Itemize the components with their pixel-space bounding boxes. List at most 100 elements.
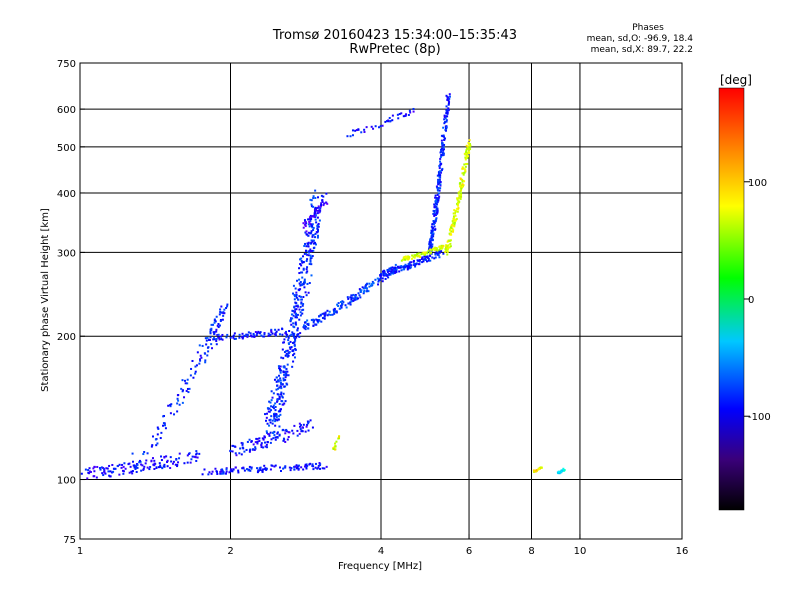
data-point — [464, 153, 467, 156]
data-point — [399, 265, 402, 268]
data-point — [228, 471, 231, 474]
data-point — [204, 361, 207, 364]
data-point — [252, 332, 255, 335]
data-point — [347, 302, 350, 305]
data-point — [299, 258, 302, 261]
data-point — [312, 242, 315, 245]
data-point — [287, 374, 290, 377]
data-point — [189, 374, 192, 377]
data-point — [434, 228, 437, 231]
data-point — [190, 367, 193, 370]
data-point — [132, 460, 135, 463]
data-point — [248, 449, 251, 452]
x-tick-label: 4 — [378, 546, 384, 557]
data-point — [295, 464, 298, 467]
data-point — [335, 440, 338, 443]
data-point — [337, 302, 340, 305]
data-point — [312, 234, 315, 237]
data-point — [417, 263, 420, 266]
data-point — [394, 263, 397, 266]
data-point — [283, 351, 286, 354]
data-point — [310, 263, 313, 266]
data-point — [310, 199, 313, 202]
data-point — [287, 339, 290, 342]
data-point — [198, 452, 201, 455]
data-point — [166, 465, 169, 468]
data-point — [452, 224, 455, 227]
data-point — [314, 466, 317, 469]
data-point — [435, 197, 438, 200]
data-point — [362, 291, 365, 294]
data-point — [215, 337, 218, 340]
data-point — [314, 189, 317, 192]
data-point — [88, 467, 91, 470]
data-point — [187, 391, 190, 394]
data-point — [296, 279, 299, 282]
data-point — [409, 264, 412, 267]
data-point — [440, 171, 443, 174]
data-point — [112, 470, 115, 473]
data-point — [189, 461, 192, 464]
data-point — [307, 223, 310, 226]
data-point — [434, 194, 437, 197]
data-point — [317, 222, 320, 225]
data-point — [133, 464, 136, 467]
x-tick-label: 10 — [574, 546, 587, 557]
data-point — [319, 467, 322, 470]
data-point — [314, 214, 317, 217]
data-point — [449, 239, 452, 242]
data-point — [439, 174, 442, 177]
data-point — [195, 364, 198, 367]
data-point — [359, 290, 362, 293]
data-point — [388, 273, 391, 276]
data-point — [465, 152, 468, 155]
data-point — [138, 459, 141, 462]
data-point — [448, 97, 451, 100]
data-point — [414, 265, 417, 268]
data-point — [310, 224, 313, 227]
data-point — [332, 447, 335, 450]
data-point — [279, 470, 282, 473]
data-point — [296, 434, 299, 437]
data-point — [441, 145, 444, 148]
data-point — [363, 131, 366, 134]
data-point — [218, 338, 221, 341]
data-point — [301, 312, 304, 315]
data-point — [268, 407, 271, 410]
data-point — [314, 243, 317, 246]
data-point — [298, 289, 301, 292]
data-point — [253, 448, 256, 451]
data-point — [299, 284, 302, 287]
data-point — [468, 151, 471, 154]
data-point — [239, 447, 242, 450]
data-point — [374, 125, 377, 128]
data-point — [443, 118, 446, 121]
data-point — [153, 459, 156, 462]
data-point — [435, 246, 438, 249]
data-point — [222, 314, 225, 317]
data-point — [432, 223, 435, 226]
data-point — [260, 443, 263, 446]
data-point — [198, 362, 201, 365]
data-point — [298, 335, 301, 338]
data-point — [405, 255, 408, 258]
data-point — [354, 298, 357, 301]
data-point — [404, 264, 407, 267]
data-point — [457, 207, 460, 210]
data-point — [299, 314, 302, 317]
data-point — [295, 293, 298, 296]
data-point — [381, 124, 384, 127]
data-point — [299, 425, 302, 428]
data-point — [337, 304, 340, 307]
data-point — [142, 468, 145, 471]
data-point — [287, 431, 290, 434]
data-point — [288, 466, 291, 469]
data-point — [165, 455, 168, 458]
data-point — [279, 365, 282, 368]
data-point — [351, 134, 354, 137]
data-point — [151, 457, 154, 460]
data-point — [281, 348, 284, 351]
data-point — [295, 291, 298, 294]
data-point — [443, 143, 446, 146]
data-point — [229, 469, 232, 472]
